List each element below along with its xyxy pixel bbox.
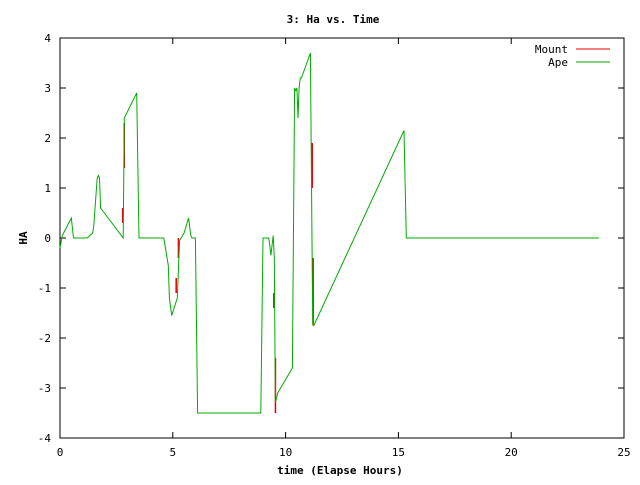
x-axis-ticks: 0 5 10 15 20 25 xyxy=(57,38,631,459)
series-ape-line xyxy=(59,52,600,414)
y-axis-label: HA xyxy=(17,231,30,245)
x-tick-label: 25 xyxy=(617,446,630,459)
x-tick-label: 10 xyxy=(279,446,292,459)
series-layer xyxy=(59,52,600,414)
x-tick-label: 20 xyxy=(505,446,518,459)
y-tick-label: 4 xyxy=(44,32,51,45)
legend-label-mount: Mount xyxy=(535,43,568,56)
y-tick-label: -1 xyxy=(38,282,51,295)
chart-title: 3: Ha vs. Time xyxy=(287,13,380,26)
y-tick-label: -2 xyxy=(38,332,51,345)
y-tick-label: -3 xyxy=(38,382,51,395)
y-tick-label: 3 xyxy=(44,82,51,95)
y-tick-label: 1 xyxy=(44,182,51,195)
y-tick-label: -4 xyxy=(38,432,52,445)
y-axis-ticks: -4 -3 -2 -1 0 1 2 3 4 xyxy=(38,32,624,445)
legend-label-ape: Ape xyxy=(548,56,568,69)
x-tick-label: 0 xyxy=(57,446,64,459)
x-tick-label: 5 xyxy=(169,446,176,459)
x-axis-label: time (Elapse Hours) xyxy=(277,464,403,477)
y-tick-label: 2 xyxy=(44,132,51,145)
y-tick-label: 0 xyxy=(44,232,51,245)
x-tick-label: 15 xyxy=(392,446,405,459)
